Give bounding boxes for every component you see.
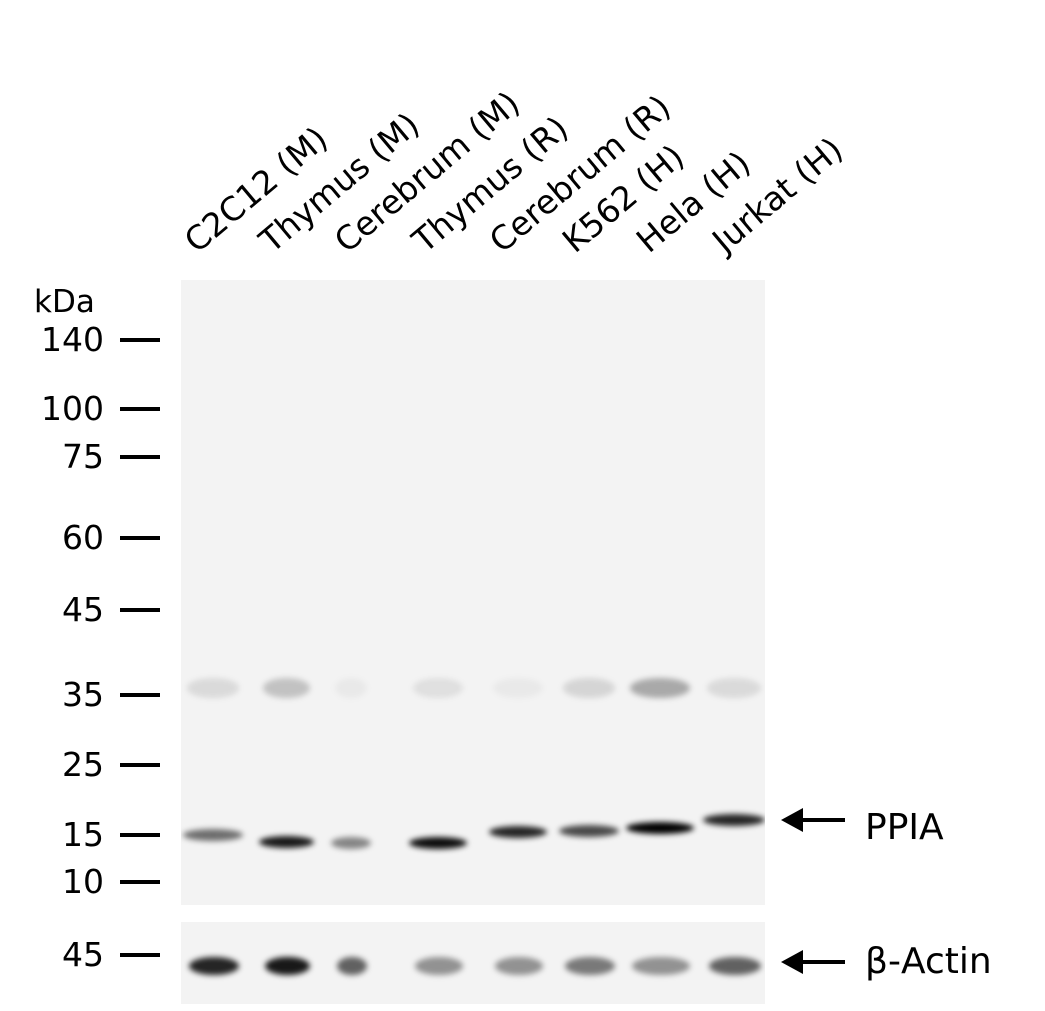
ppia-band xyxy=(559,825,619,837)
beta-actin-band xyxy=(265,957,310,975)
mw-marker-label: 35 xyxy=(62,675,104,714)
ppia-label: PPIA xyxy=(865,807,944,848)
beta-actin-band xyxy=(495,957,543,975)
mw-unit-label: kDa xyxy=(34,284,95,320)
ppia-band xyxy=(409,837,467,849)
ppia-band xyxy=(331,837,371,849)
mw-tick xyxy=(120,880,160,884)
mw-tick xyxy=(120,455,160,459)
mw-tick xyxy=(120,338,160,342)
mw-marker-label: 10 xyxy=(62,862,104,901)
mw-marker-label: 15 xyxy=(62,815,104,854)
band-35kda xyxy=(335,678,367,698)
band-35kda xyxy=(707,678,761,698)
band-35kda xyxy=(630,678,690,698)
mw-tick xyxy=(120,407,160,411)
mw-marker-label: 140 xyxy=(41,320,104,359)
beta-actin-label: β-Actin xyxy=(865,941,992,982)
ppia-band xyxy=(259,836,314,848)
mw-marker-label: 25 xyxy=(62,745,104,784)
band-35kda xyxy=(563,678,615,698)
ppia-band xyxy=(703,814,765,826)
actin-mw-marker-label: 45 xyxy=(62,935,104,974)
mw-tick xyxy=(120,953,160,957)
ppia-band xyxy=(183,829,243,841)
ppia-band xyxy=(489,826,547,838)
mw-marker-label: 60 xyxy=(62,518,104,557)
band-35kda xyxy=(413,678,463,698)
ppia-band xyxy=(626,822,694,834)
mw-tick xyxy=(120,833,160,837)
mw-marker-label: 75 xyxy=(62,437,104,476)
ppia-blot-panel xyxy=(181,280,765,905)
actin-blot-panel xyxy=(181,922,765,1004)
beta-actin-band xyxy=(337,957,367,975)
beta-actin-band xyxy=(189,957,239,975)
beta-actin-band xyxy=(415,957,463,975)
beta-actin-band xyxy=(709,957,761,975)
mw-tick xyxy=(120,608,160,612)
band-35kda xyxy=(263,678,310,698)
band-35kda xyxy=(187,678,239,698)
beta-actin-band xyxy=(632,957,690,975)
mw-tick xyxy=(120,536,160,540)
beta-actin-band xyxy=(565,957,615,975)
arrow-left-icon xyxy=(781,808,845,832)
mw-marker-label: 100 xyxy=(41,389,104,428)
band-35kda xyxy=(493,678,543,698)
arrow-left-icon xyxy=(781,950,845,974)
mw-marker-label: 45 xyxy=(62,590,104,629)
mw-tick xyxy=(120,763,160,767)
mw-tick xyxy=(120,693,160,697)
